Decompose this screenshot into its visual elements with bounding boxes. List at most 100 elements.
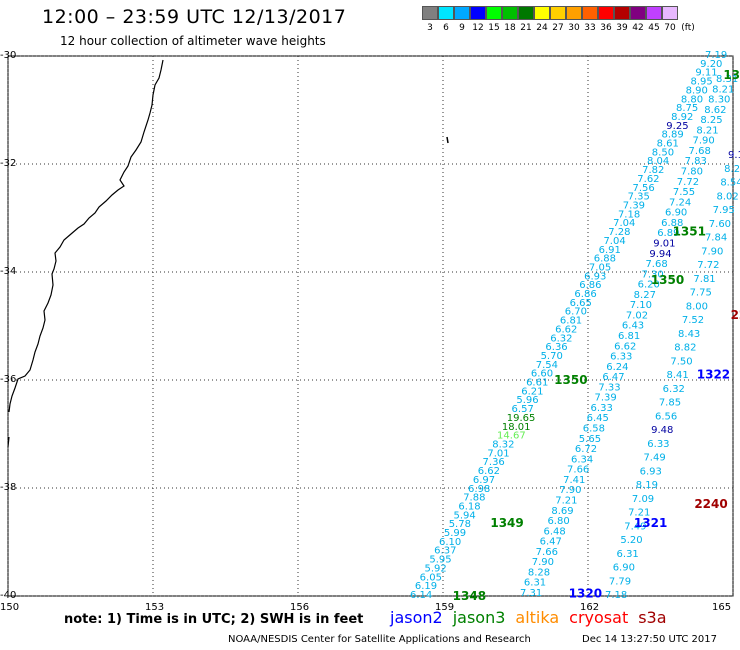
swh-value: 8.25 (700, 115, 722, 126)
swh-value: 7.19 (705, 50, 727, 61)
swh-value: 8.19 (636, 480, 658, 491)
color-legend: 3 6 9 12 15 18 21 24 27 30 33 36 39 42 45 70 (ft) (422, 6, 698, 33)
y-tick-label: -32 (0, 158, 17, 169)
swh-value: 8.90 (686, 85, 708, 96)
legend-swatch (518, 6, 534, 20)
swh-value: 7.18 (605, 590, 627, 601)
legend-bin-label: 15 (488, 23, 500, 33)
swh-value: 7.72 (697, 260, 719, 271)
swh-value: 7.95 (713, 205, 735, 216)
swh-value: 8.21 (712, 84, 734, 95)
swh-value: 7.39 (594, 393, 616, 404)
y-tick-label: -34 (0, 266, 17, 277)
x-tick-label: 162 (580, 602, 600, 613)
swh-value: 7.80 (681, 167, 703, 178)
swh-value: 6.58 (583, 424, 605, 435)
legend-swatch (534, 6, 550, 20)
legend-swatch (630, 6, 646, 20)
swh-value: 8.69 (551, 506, 573, 517)
legend-bin-label: 9 (459, 23, 465, 33)
swh-value: 7.82 (642, 165, 664, 176)
map-frame (7, 55, 734, 597)
legend-bin-label: 30 (568, 23, 580, 33)
map-subtitle: 12 hour collection of altimeter wave hei… (60, 34, 326, 48)
swh-value: 6.93 (640, 466, 662, 477)
coast-fragment (7, 436, 10, 448)
swh-value: 14.67 (497, 431, 526, 442)
swh-value: 7.18 (618, 209, 640, 220)
swh-value: 5.78 (449, 519, 471, 530)
swh-value: 6.90 (613, 563, 635, 574)
swh-value: 8.92 (671, 112, 693, 123)
swh-value: 6.14 (410, 590, 432, 601)
swh-value: 8.75 (676, 103, 698, 114)
swh-value: 7.09 (632, 494, 654, 505)
swh-value: 6.20 (638, 280, 660, 291)
satellite-jason3: jason3 (452, 608, 506, 627)
legend-bin-label: 36 (600, 23, 612, 33)
pass-number: 1320 (569, 586, 602, 600)
swh-value: 5.94 (454, 510, 476, 521)
swh-value: 8.32 (492, 440, 514, 451)
swh-value: 7.68 (645, 259, 667, 270)
swh-value: 7.79 (609, 576, 631, 587)
pass-number: 1351 (723, 68, 740, 82)
swh-value: 18.01 (502, 422, 531, 433)
swh-value: 7.90 (692, 136, 714, 147)
swh-value: 5.95 (429, 555, 451, 566)
legend-swatch (566, 6, 582, 20)
satellite-s3a: s3a (638, 608, 667, 627)
swh-value: 8.95 (690, 77, 712, 88)
swh-value: 6.47 (540, 537, 562, 548)
legend-swatch (422, 6, 438, 20)
satellite-altika: altika (515, 608, 560, 627)
swh-value: 7.41 (563, 475, 585, 486)
legend-swatch (598, 6, 614, 20)
swh-value: 8.21 (724, 164, 740, 175)
swh-value: 6.31 (617, 549, 639, 560)
swh-value: 7.66 (536, 547, 558, 558)
legend-swatch (470, 6, 486, 20)
swh-value: 7.90 (532, 557, 554, 568)
swh-value: 7.24 (669, 197, 691, 208)
legend-labels: 3 6 9 12 15 18 21 24 27 30 33 36 39 42 45 70 (ft) (422, 23, 698, 33)
swh-value: 6.89 (657, 228, 679, 239)
legend-bin-label: 42 (632, 23, 644, 33)
island-mark (446, 136, 449, 144)
swh-value: 6.48 (544, 526, 566, 537)
swh-value: 6.33 (647, 439, 669, 450)
swh-value: 7.81 (693, 274, 715, 285)
legend-bin-label: 21 (520, 23, 532, 33)
swh-value: 6.62 (555, 324, 577, 335)
swh-value: 7.30 (642, 269, 664, 280)
swh-value: 6.45 (587, 413, 609, 424)
swh-value: 9.11 (695, 68, 717, 79)
legend-swatch (486, 6, 502, 20)
swh-value: 7.31 (520, 588, 542, 599)
swh-value: 6.65 (570, 298, 592, 309)
swh-value: 9.20 (700, 59, 722, 70)
swh-value: 7.54 (536, 360, 558, 371)
satellite-legend: jason2 jason3 altika cryosat s3a (390, 608, 677, 627)
swh-value: 7.28 (608, 227, 630, 238)
legend-swatch (582, 6, 598, 20)
swh-value: 5.70 (541, 351, 563, 362)
legend-swatch (454, 6, 470, 20)
x-tick-label: 159 (435, 602, 455, 613)
swh-value: 6.81 (560, 316, 582, 327)
pass-number: 1350 (651, 273, 684, 287)
swh-value: 7.49 (643, 453, 665, 464)
legend-swatch (646, 6, 662, 20)
swh-value: 6.91 (599, 245, 621, 256)
swh-value: 7.90 (701, 246, 723, 257)
swh-value: 7.04 (603, 236, 625, 247)
satellite-cryosat: cryosat (569, 608, 629, 627)
swh-value: 8.21 (696, 125, 718, 136)
swh-value: 7.83 (685, 156, 707, 167)
pass-number: 2240 (694, 497, 727, 511)
generated-timestamp: Dec 14 13:27:50 UTC 2017 (582, 634, 717, 645)
swh-value: 6.72 (575, 444, 597, 455)
swh-value: 8.82 (674, 343, 696, 354)
x-tick-label: 150 (0, 602, 20, 613)
